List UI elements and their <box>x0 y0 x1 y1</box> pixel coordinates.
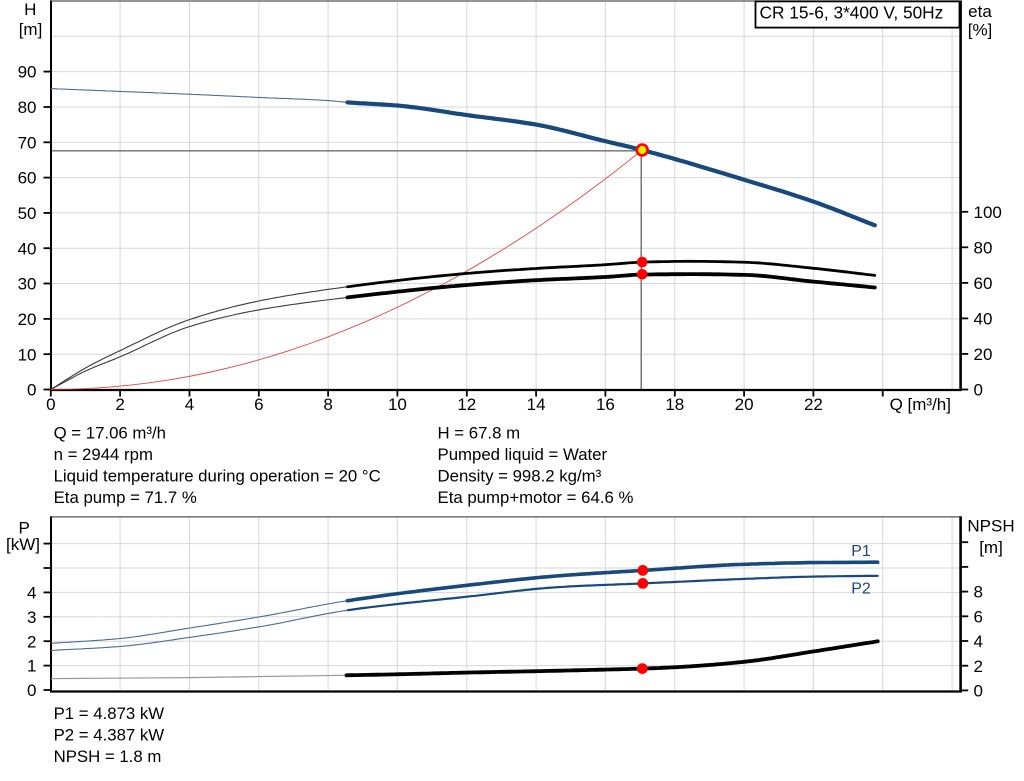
svg-text:0: 0 <box>27 681 36 700</box>
svg-text:8: 8 <box>974 583 983 602</box>
svg-text:10: 10 <box>18 345 37 364</box>
svg-text:eta: eta <box>968 2 992 21</box>
svg-text:6: 6 <box>974 607 983 626</box>
svg-text:P2 = 4.387 kW: P2 = 4.387 kW <box>54 726 165 745</box>
svg-text:2: 2 <box>974 657 983 676</box>
svg-text:30: 30 <box>18 275 37 294</box>
svg-text:0: 0 <box>27 381 36 400</box>
svg-text:n = 2944 rpm: n = 2944 rpm <box>54 445 153 464</box>
svg-text:80: 80 <box>974 238 993 257</box>
svg-text:P1: P1 <box>851 543 871 560</box>
svg-text:4: 4 <box>974 632 983 651</box>
svg-text:H = 67.8 m: H = 67.8 m <box>438 424 521 443</box>
svg-text:Eta pump+motor = 64.6 %: Eta pump+motor = 64.6 % <box>438 488 634 507</box>
svg-text:0: 0 <box>46 395 55 414</box>
svg-text:P1 = 4.873 kW: P1 = 4.873 kW <box>54 704 165 723</box>
svg-text:H: H <box>24 0 36 19</box>
svg-text:60: 60 <box>18 169 37 188</box>
svg-text:P: P <box>19 519 30 538</box>
svg-text:16: 16 <box>596 395 615 414</box>
svg-text:40: 40 <box>974 310 993 329</box>
svg-text:0: 0 <box>974 682 983 701</box>
svg-text:NPSH: NPSH <box>967 517 1014 536</box>
svg-text:[m]: [m] <box>979 538 1003 557</box>
svg-text:40: 40 <box>18 239 37 258</box>
svg-text:60: 60 <box>974 274 993 293</box>
svg-text:100: 100 <box>974 203 1002 222</box>
svg-text:12: 12 <box>457 395 476 414</box>
svg-text:2: 2 <box>27 632 36 651</box>
svg-text:6: 6 <box>254 395 263 414</box>
svg-text:50: 50 <box>18 204 37 223</box>
svg-text:14: 14 <box>527 395 546 414</box>
svg-text:70: 70 <box>18 133 37 152</box>
svg-text:90: 90 <box>18 63 37 82</box>
svg-text:Liquid temperature during oper: Liquid temperature during operation = 20… <box>54 467 381 486</box>
svg-text:[m]: [m] <box>19 20 43 39</box>
svg-text:CR 15-6, 3*400 V, 50Hz: CR 15-6, 3*400 V, 50Hz <box>760 2 944 22</box>
svg-text:Density = 998.2 kg/m³: Density = 998.2 kg/m³ <box>438 467 602 486</box>
svg-text:4: 4 <box>185 395 194 414</box>
svg-text:0: 0 <box>974 381 983 400</box>
svg-text:4: 4 <box>27 584 36 603</box>
svg-text:3: 3 <box>27 608 36 627</box>
svg-text:P2: P2 <box>851 580 871 597</box>
svg-text:20: 20 <box>974 345 993 364</box>
svg-text:22: 22 <box>804 395 823 414</box>
svg-text:Q = 17.06 m³/h: Q = 17.06 m³/h <box>54 424 166 443</box>
svg-text:20: 20 <box>735 395 754 414</box>
svg-text:[%]: [%] <box>968 21 993 40</box>
svg-text:80: 80 <box>18 98 37 117</box>
svg-text:NPSH = 1.8 m: NPSH = 1.8 m <box>54 747 162 766</box>
svg-text:Pumped liquid = Water: Pumped liquid = Water <box>438 445 608 464</box>
svg-text:[kW]: [kW] <box>6 535 40 554</box>
svg-text:20: 20 <box>18 310 37 329</box>
svg-text:Eta pump = 71.7 %: Eta pump = 71.7 % <box>54 488 197 507</box>
svg-text:8: 8 <box>323 395 332 414</box>
svg-text:18: 18 <box>665 395 684 414</box>
svg-text:2: 2 <box>115 395 124 414</box>
svg-text:Q [m³/h]: Q [m³/h] <box>890 395 951 414</box>
svg-text:10: 10 <box>388 395 407 414</box>
svg-text:1: 1 <box>27 657 36 676</box>
